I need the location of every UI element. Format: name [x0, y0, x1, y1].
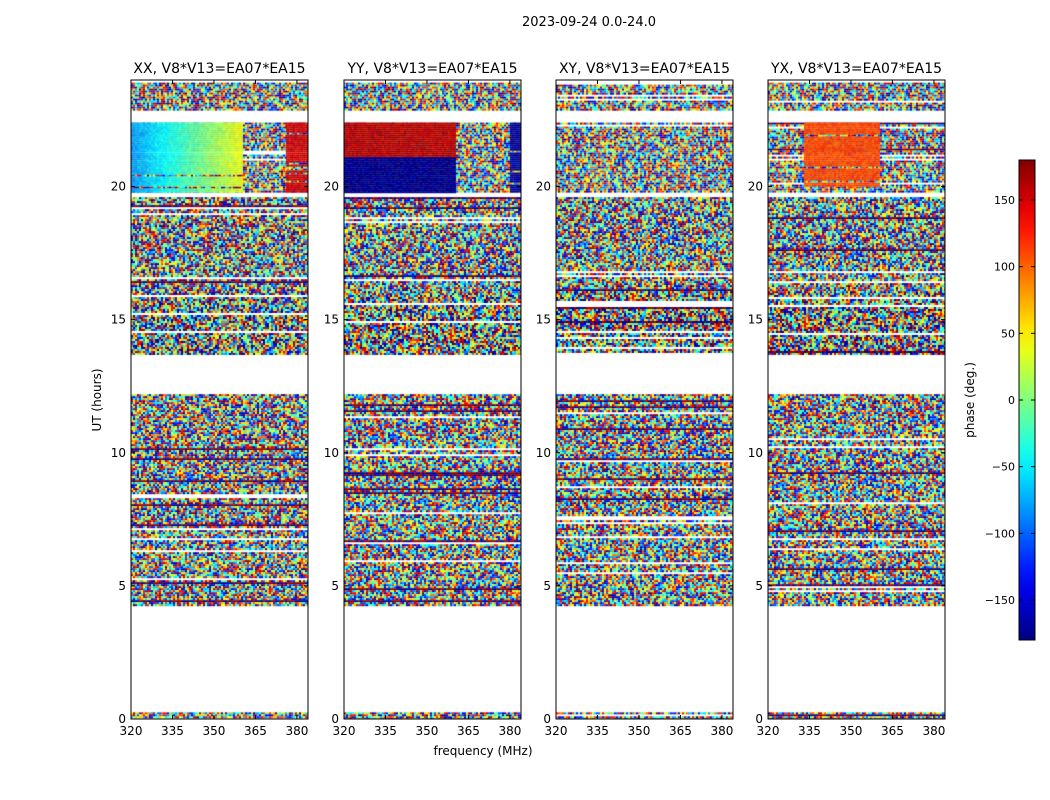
colorbar-tick-label: 150 [994, 194, 1015, 207]
panel-3-title: XY, V8*V13=EA07*EA15 [559, 61, 730, 77]
x-tick-label: 335 [798, 724, 821, 738]
y-tick-label: 10 [111, 446, 126, 460]
colorbar-tick-label: −50 [992, 461, 1015, 474]
x-tick-label: 380 [710, 724, 733, 738]
x-tick-label: 320 [120, 724, 143, 738]
panel-2-frame [343, 79, 522, 720]
x-tick-label: 380 [285, 724, 308, 738]
y-tick-label: 10 [324, 446, 339, 460]
panel-4-title: YX, V8*V13=EA07*EA15 [770, 61, 942, 77]
x-tick-label: 335 [161, 724, 184, 738]
panel-1: XX, V8*V13=EA07*EA15 320 335 350 365 380 0 5 10 1… [111, 61, 309, 738]
colorbar: −150 −100 −50 0 50 100 150 [985, 159, 1036, 641]
y-tick-label: 0 [331, 712, 339, 726]
x-tick-label: 365 [457, 724, 480, 738]
y-tick-label: 5 [331, 579, 339, 593]
panel-4: YX, V8*V13=EA07*EA15 320 335 350 365 380 0 5 10 1… [748, 61, 946, 738]
x-tick-label: 350 [628, 724, 651, 738]
y-tick-label: 15 [324, 313, 339, 327]
panel-1-image [131, 80, 308, 719]
x-tick-label: 365 [244, 724, 267, 738]
y-tick-label: 20 [324, 180, 339, 194]
panels: XX, V8*V13=EA07*EA15 320 335 350 365 380 0 5 10 1… [111, 61, 946, 738]
panel-1-title: XX, V8*V13=EA07*EA15 [133, 61, 305, 77]
y-tick-label: 20 [748, 180, 763, 194]
x-tick-label: 335 [374, 724, 397, 738]
y-tick-label: 0 [755, 712, 763, 726]
x-tick-label: 350 [416, 724, 439, 738]
figure-suptitle: 2023-09-24 0.0-24.0 [522, 15, 656, 30]
x-tick-label: 365 [881, 724, 904, 738]
y-tick-label: 5 [118, 579, 126, 593]
colorbar-tick-label: −100 [985, 527, 1015, 540]
x-tick-label: 335 [586, 724, 609, 738]
y-tick-label: 20 [111, 180, 126, 194]
y-tick-label: 10 [536, 446, 551, 460]
colorbar-tick-label: 100 [994, 261, 1015, 274]
x-tick-label: 320 [333, 724, 356, 738]
y-tick-label: 15 [536, 313, 551, 327]
panel-4-image [768, 80, 945, 719]
panel-3-frame [555, 79, 734, 720]
y-tick-label: 0 [543, 712, 551, 726]
panel-1-frame [130, 79, 309, 720]
x-axis-label: frequency (MHz) [433, 744, 532, 758]
y-axis-label: UT (hours) [90, 368, 104, 431]
colorbar-tick-label: 0 [1008, 394, 1015, 407]
x-tick-label: 365 [669, 724, 692, 738]
y-tick-label: 15 [748, 313, 763, 327]
y-tick-label: 5 [755, 579, 763, 593]
x-tick-label: 320 [757, 724, 780, 738]
y-tick-label: 15 [111, 313, 126, 327]
y-tick-label: 0 [118, 712, 126, 726]
panel-2: YY, V8*V13=EA07*EA15 320 335 350 365 380 0 5 10 1… [324, 61, 522, 738]
panel-2-title: YY, V8*V13=EA07*EA15 [346, 61, 517, 77]
y-tick-label: 10 [748, 446, 763, 460]
panel-4-frame [767, 79, 946, 720]
x-tick-label: 350 [840, 724, 863, 738]
colorbar-tick-label: 50 [1001, 327, 1015, 340]
y-tick-label: 5 [543, 579, 551, 593]
x-tick-label: 350 [203, 724, 226, 738]
colorbar-label: phase (deg.) [963, 362, 977, 438]
x-tick-label: 380 [498, 724, 521, 738]
colorbar-tick-label: −150 [985, 594, 1015, 607]
panel-3-image [556, 80, 733, 719]
panel-3: XY, V8*V13=EA07*EA15 320 335 350 365 380 0 5 10 1… [536, 61, 734, 738]
y-tick-label: 20 [536, 180, 551, 194]
panel-2-image [344, 80, 521, 719]
x-tick-label: 320 [545, 724, 568, 738]
x-tick-label: 380 [922, 724, 945, 738]
